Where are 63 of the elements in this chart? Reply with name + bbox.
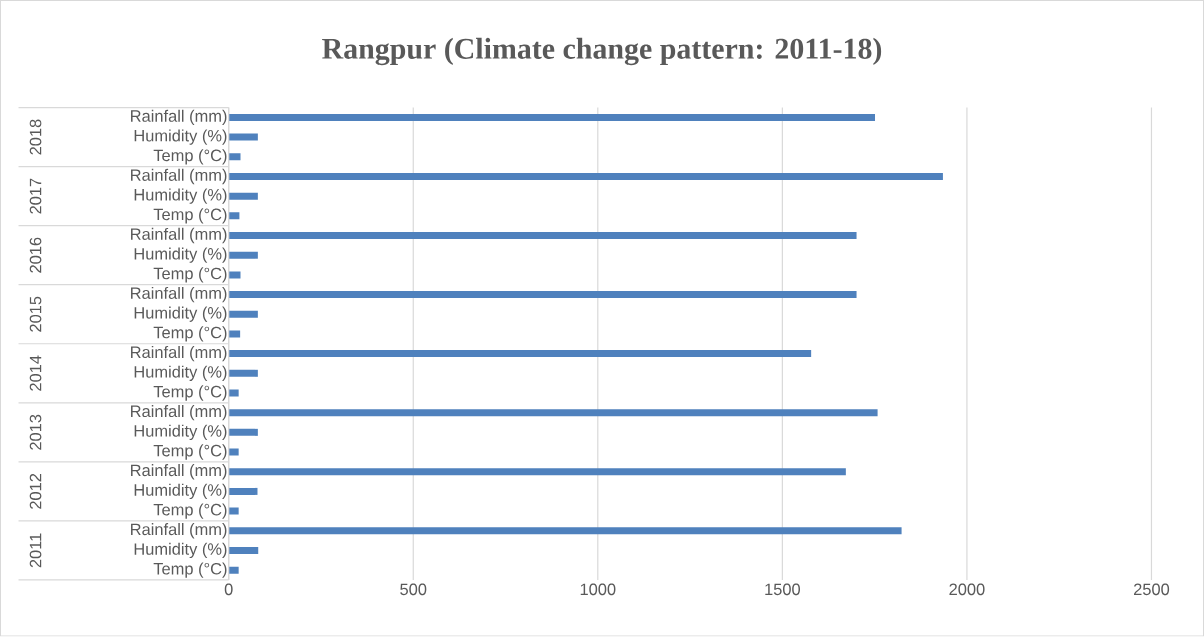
y-tick-label: Humidity (%)	[134, 129, 227, 145]
y-tick-label: Rainfall (mm)	[131, 287, 227, 303]
bar	[228, 212, 240, 220]
y-tick-label: Humidity (%)	[134, 365, 227, 382]
y-tick-label: Rainfall (mm)	[131, 228, 227, 244]
bar	[228, 114, 876, 122]
y-tick-label: Temp (°C)	[153, 326, 227, 342]
x-tick-label: 1000	[580, 583, 616, 596]
bar	[228, 370, 258, 378]
y-tick-label: Humidity (%)	[134, 306, 227, 323]
bar	[228, 271, 241, 279]
bar	[228, 232, 857, 240]
y-tick-label: Rainfall (mm)	[131, 110, 227, 126]
bar	[228, 409, 878, 417]
x-tick-label: 0	[224, 583, 233, 596]
bar	[228, 192, 258, 200]
y-tick-label: Temp (°C)	[153, 503, 227, 519]
text: 2016	[29, 237, 42, 273]
y-tick-label: Temp (°C)	[153, 267, 227, 283]
bar	[228, 429, 258, 437]
y-tick-label: Temp (°C)	[153, 208, 227, 224]
bar	[228, 133, 258, 141]
text: 2014	[29, 355, 42, 391]
bar	[228, 310, 258, 318]
y-tick-label: Rainfall (mm)	[131, 464, 227, 480]
y-tick-label: Humidity (%)	[134, 543, 227, 559]
y-tick-label: Rainfall (mm)	[131, 346, 227, 362]
bar	[228, 251, 258, 259]
bar	[228, 566, 239, 574]
bar	[228, 350, 812, 358]
text: 2015	[29, 296, 42, 332]
x-tick-label: 2500	[1134, 583, 1170, 596]
y-tick-label: Rainfall (mm)	[131, 523, 227, 539]
y-tick-label: Humidity (%)	[134, 247, 227, 264]
y-tick-label: Temp (°C)	[153, 149, 227, 165]
bar	[228, 291, 857, 299]
text: 2011	[29, 533, 42, 568]
x-tick-label: 1500	[765, 583, 801, 596]
y-tick-label: Temp (°C)	[153, 562, 227, 579]
bar	[228, 507, 239, 515]
bar	[228, 547, 259, 555]
bar	[228, 389, 239, 397]
y-tick-label: Temp (°C)	[153, 444, 227, 460]
bar	[228, 468, 846, 476]
text: 2013	[29, 415, 42, 451]
chart-title: Rangpur (Climate change pattern: 2011-18)	[322, 38, 882, 66]
bar	[228, 153, 241, 161]
text: 2017	[29, 178, 42, 214]
y-tick-label: Temp (°C)	[153, 385, 227, 401]
bar	[228, 527, 902, 535]
x-tick-label: 500	[400, 583, 427, 596]
bar	[228, 173, 943, 181]
text: 2018	[29, 119, 42, 155]
y-tick-label: Humidity (%)	[134, 188, 227, 205]
bar	[228, 330, 241, 338]
x-tick-label: 2000	[949, 583, 985, 596]
y-tick-label: Humidity (%)	[134, 483, 227, 500]
text: 2012	[29, 474, 42, 510]
y-tick-label: Rainfall (mm)	[131, 405, 227, 421]
bar	[228, 448, 239, 456]
bar	[228, 488, 258, 496]
y-tick-label: Rainfall (mm)	[131, 169, 227, 185]
y-tick-label: Humidity (%)	[134, 424, 227, 441]
